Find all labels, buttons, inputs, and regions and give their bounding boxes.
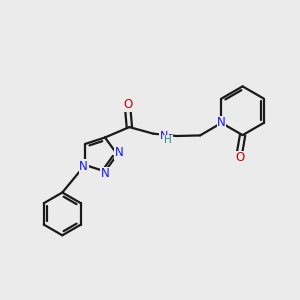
Text: H: H	[164, 135, 172, 145]
Text: N: N	[114, 146, 123, 160]
Text: O: O	[235, 151, 244, 164]
Text: N: N	[79, 160, 88, 173]
Text: N: N	[100, 167, 109, 180]
Text: O: O	[123, 98, 133, 111]
Text: N: N	[160, 131, 168, 141]
Text: N: N	[217, 116, 226, 129]
